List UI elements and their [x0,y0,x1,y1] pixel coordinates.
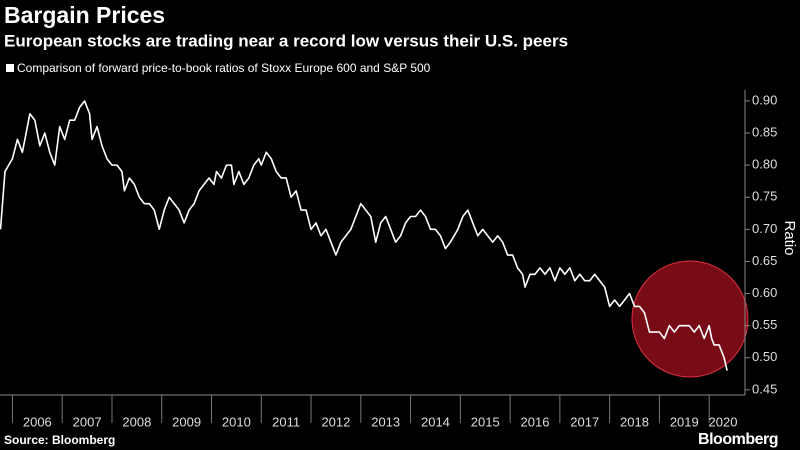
chart-title: Bargain Prices [4,2,165,28]
source: Source: Bloomberg [4,433,115,447]
y-axis-label: Ratio [781,220,798,255]
x-tick-label: 2009 [172,414,201,429]
x-tick-label: 2017 [570,414,599,429]
x-tick-label: 2013 [371,414,400,429]
x-tick-label: 2008 [122,414,151,429]
x-tick-label: 2018 [620,414,649,429]
y-tick-label: 0.70 [752,221,777,236]
x-tick-label: 2019 [670,414,699,429]
x-tick-label: 2020 [709,414,738,429]
y-tick-label: 0.90 [752,92,777,107]
x-tick-label: 2012 [321,414,350,429]
y-tick-label: 0.75 [752,189,777,204]
x-tick-label: 2006 [23,414,52,429]
chart-subtitle: European stocks are trading near a recor… [4,31,568,50]
x-tick-label: 2011 [272,414,300,429]
y-tick-label: 0.45 [752,381,777,396]
y-tick-label: 0.55 [752,317,777,332]
y-tick-label: 0.50 [752,349,777,364]
x-tick-label: 2015 [471,414,500,429]
y-tick-label: 0.85 [752,124,777,139]
legend-swatch [6,64,14,72]
legend-label: Comparison of forward price-to-book rati… [17,61,431,75]
x-tick-label: 2014 [421,414,450,429]
x-tick-label: 2007 [73,414,102,429]
line-series [0,100,728,371]
logo: Bloomberg [698,431,778,448]
y-tick-label: 0.65 [752,253,777,268]
x-tick-label: 2016 [521,414,550,429]
highlight-circle [631,260,749,378]
y-tick-label: 0.60 [752,285,777,300]
y-tick-label: 0.80 [752,157,777,172]
x-tick-label: 2010 [222,414,251,429]
